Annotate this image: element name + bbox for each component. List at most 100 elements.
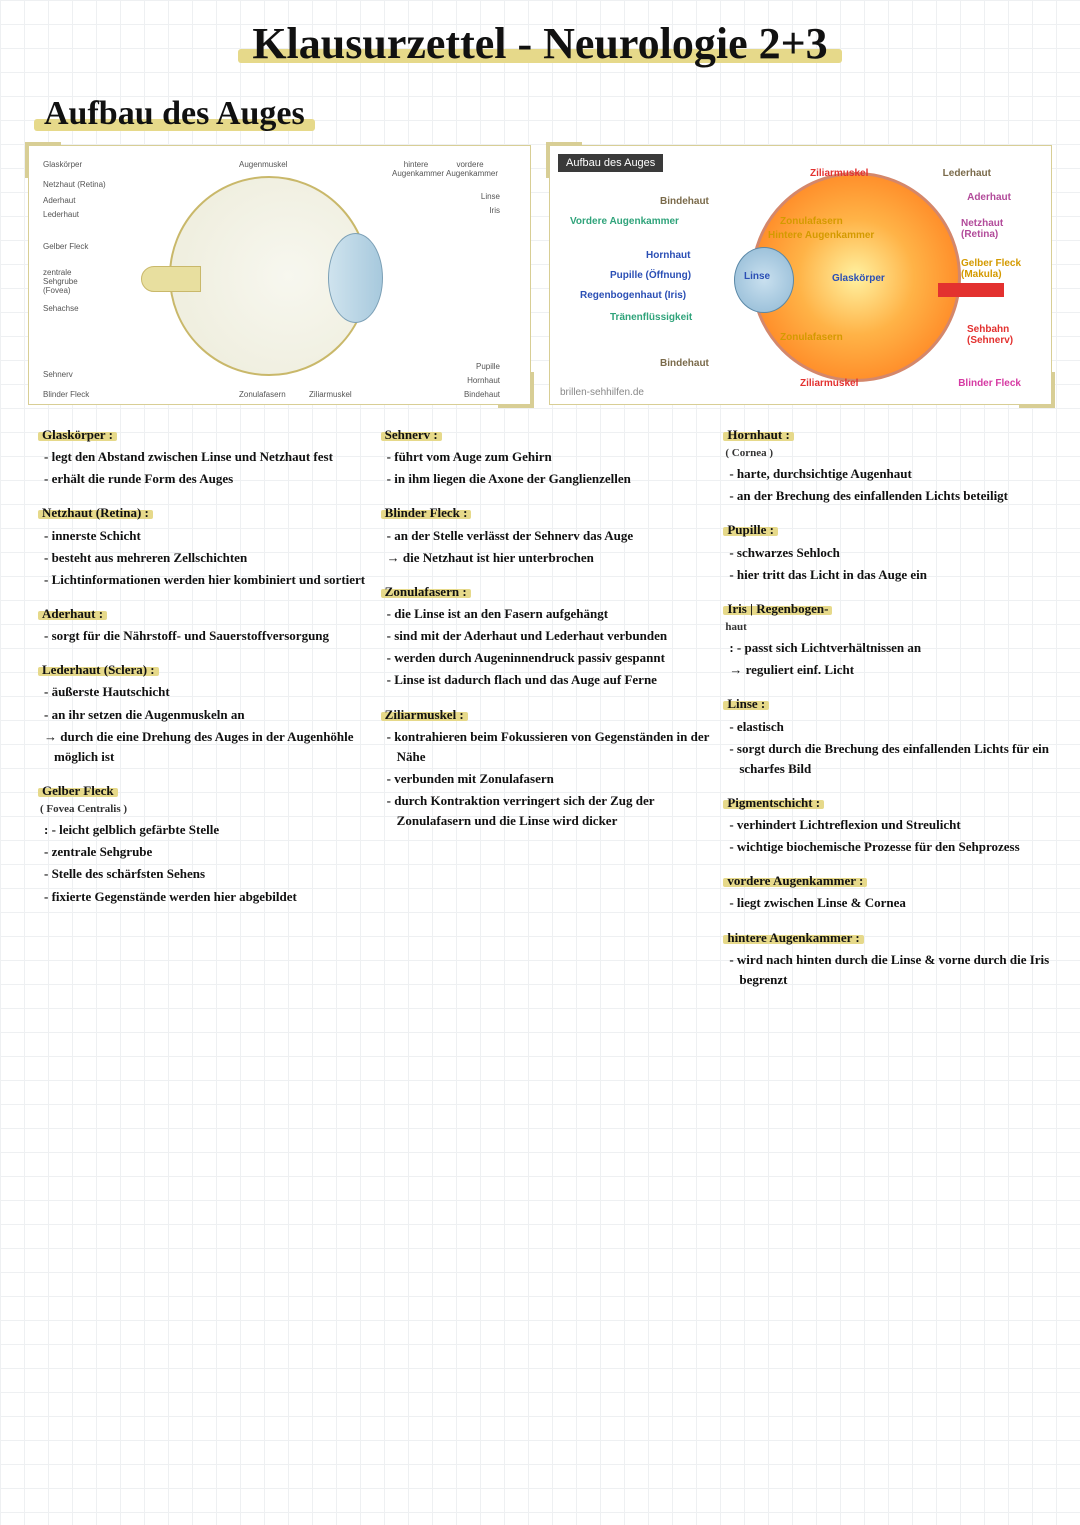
note-entry: vordere Augenkammer : - liegt zwischen Li… (725, 871, 1058, 913)
note-line: - elastisch (725, 717, 1058, 737)
label-iris: Iris (489, 206, 500, 215)
note-line: - sorgt für die Nährstoff- und Sauerstof… (40, 626, 373, 646)
note-line: - innerste Schicht (40, 526, 373, 546)
label-r-linse: Linse (744, 271, 770, 282)
label-r-glaskoerper: Glaskörper (832, 273, 885, 284)
note-line: - kontrahieren beim Fokussieren von Gege… (383, 727, 716, 767)
note-line: → die Netzhaut ist hier unterbrochen (383, 548, 716, 568)
label-r-hintere-kammer: Hintere Augenkammer (768, 230, 874, 241)
note-line: - an ihr setzen die Augenmuskeln an (40, 705, 373, 725)
note-entry: Ziliarmuskel : - kontrahieren beim Fokuss… (383, 705, 716, 832)
notes-grid: Glaskörper :- legt den Abstand zwischen … (0, 411, 1080, 1004)
note-term: Pigmentschicht : (725, 795, 822, 810)
label-r-vordere-kammer: Vordere Augenkammer (570, 216, 679, 227)
note-line: - äußerste Hautschicht (40, 682, 373, 702)
note-term-sub: ( Fovea Centralis ) (40, 801, 373, 818)
note-term: Hornhaut : (725, 427, 791, 442)
note-line: - Stelle des schärfsten Sehens (40, 864, 373, 884)
note-line: - legt den Abstand zwischen Linse und Ne… (40, 447, 373, 467)
note-entry: Pupille : - schwarzes Sehloch- hier tritt… (725, 520, 1058, 584)
notes-col-1: Glaskörper :- legt den Abstand zwischen … (40, 425, 373, 1004)
note-line: → reguliert einf. Licht (725, 660, 1058, 680)
label-ziliarmuskel: Ziliarmuskel (309, 390, 352, 399)
diagram-right-header: Aufbau des Auges (558, 154, 663, 172)
label-augenmuskel: Augenmuskel (239, 160, 287, 169)
label-r-bindehaut-b: Bindehaut (660, 358, 709, 369)
label-sehnerv: Sehnerv (43, 370, 73, 379)
eye-globe-color-icon: Linse Glaskörper (751, 172, 961, 382)
note-entry: Netzhaut (Retina) : - innerste Schicht- b… (40, 503, 373, 590)
note-term-sub: haut (725, 619, 1058, 636)
note-line: : - leicht gelblich gefärbte Stelle (40, 820, 373, 840)
note-line: - wird nach hinten durch die Linse & vor… (725, 950, 1058, 990)
lens-icon (328, 233, 383, 323)
eye-globe-icon (169, 176, 369, 376)
note-line: → durch die eine Drehung des Auges in de… (40, 727, 373, 767)
note-entry: Lederhaut (Sclera) : - äußerste Hautschic… (40, 660, 373, 767)
optic-nerve-icon (141, 266, 201, 292)
label-netzhaut: Netzhaut (Retina) (43, 180, 106, 189)
note-term: Sehnerv : (383, 427, 440, 442)
label-aderhaut: Aderhaut (43, 196, 75, 205)
label-zonulafasern: Zonulafasern (239, 390, 286, 399)
note-term: hintere Augenkammer : (725, 930, 861, 945)
label-r-iris: Regenbogenhaut (Iris) (580, 290, 686, 301)
note-line: - besteht aus mehreren Zellschichten (40, 548, 373, 568)
eye-diagram-right: Aufbau des Auges Linse Glaskörper Ziliar… (549, 145, 1052, 405)
note-term: Aderhaut : (40, 606, 105, 621)
label-r-zonulafasern-b: Zonulafasern (780, 332, 843, 343)
note-term: Pupille : (725, 522, 776, 537)
note-line: - schwarzes Sehloch (725, 543, 1058, 563)
notes-col-3: Hornhaut :( Cornea )- harte, durchsichti… (725, 425, 1058, 1004)
note-term: Netzhaut (Retina) : (40, 505, 151, 520)
note-entry: Pigmentschicht :- verhindert Lichtreflex… (725, 793, 1058, 857)
label-r-blinder-fleck: Blinder Fleck (958, 378, 1021, 389)
label-zentrale: zentrale Sehgrube (Fovea) (43, 268, 103, 295)
note-line: - an der Stelle verlässt der Sehnerv das… (383, 526, 716, 546)
diagram-row: Glaskörper Netzhaut (Retina) Aderhaut Le… (0, 137, 1080, 411)
notes-col-2: Sehnerv :- führt vom Auge zum Gehirn- in… (383, 425, 716, 1004)
label-glaskoerper: Glaskörper (43, 160, 82, 169)
note-term-sub: ( Cornea ) (725, 445, 1058, 462)
label-r-gelber-fleck: Gelber Fleck (Makula) (961, 258, 1041, 280)
label-r-traenen: Tränenflüssigkeit (610, 312, 692, 323)
label-r-netzhaut: Netzhaut (Retina) (961, 218, 1031, 240)
note-entry: Hornhaut :( Cornea )- harte, durchsichti… (725, 425, 1058, 506)
note-line: - Lichtinformationen werden hier kombini… (40, 570, 373, 590)
eye-diagram-left: Glaskörper Netzhaut (Retina) Aderhaut Le… (28, 145, 531, 405)
label-r-pupille: Pupille (Öffnung) (610, 270, 691, 281)
note-entry: hintere Augenkammer : - wird nach hinten … (725, 928, 1058, 990)
label-r-ziliarmuskel-t: Ziliarmuskel (810, 168, 868, 179)
note-term: Ziliarmuskel : (383, 707, 466, 722)
note-entry: Linse :- elastisch- sorgt durch die Brec… (725, 694, 1058, 779)
label-r-sehbahn: Sehbahn (Sehnerv) (967, 324, 1037, 346)
note-line: - liegt zwischen Linse & Cornea (725, 893, 1058, 913)
note-line: - die Linse ist an den Fasern aufgehängt (383, 604, 716, 624)
note-line: - zentrale Sehgrube (40, 842, 373, 862)
note-entry: Gelber Fleck( Fovea Centralis ): - leich… (40, 781, 373, 907)
note-line: - hier tritt das Licht in das Auge ein (725, 565, 1058, 585)
label-pupille: Pupille (476, 362, 500, 371)
note-line: - fixierte Gegenstände werden hier abgeb… (40, 887, 373, 907)
label-hornhaut: Hornhaut (467, 376, 500, 385)
section-heading: Aufbau des Auges (38, 95, 311, 133)
label-gelber-fleck: Gelber Fleck (43, 242, 88, 251)
note-entry: Iris | Regenbogen-haut: - passt sich Lic… (725, 599, 1058, 680)
label-r-ziliarmuskel-b: Ziliarmuskel (800, 378, 858, 389)
note-entry: Aderhaut : - sorgt für die Nährstoff- und… (40, 604, 373, 646)
note-term: vordere Augenkammer : (725, 873, 865, 888)
note-term: Lederhaut (Sclera) : (40, 662, 157, 677)
label-r-zonulafasern-t: Zonulafasern (780, 216, 843, 227)
note-line: - verbunden mit Zonulafasern (383, 769, 716, 789)
note-line: - führt vom Auge zum Gehirn (383, 447, 716, 467)
label-hintere-kammer: hintere Augenkammer (392, 160, 440, 178)
note-term: Blinder Fleck : (383, 505, 470, 520)
note-term: Zonulafasern : (383, 584, 469, 599)
note-line: - wichtige biochemische Prozesse für den… (725, 837, 1058, 857)
note-line: - durch Kontraktion verringert sich der … (383, 791, 716, 831)
page-title: Klausurzettel - Neurologie 2+3 (244, 18, 835, 69)
note-entry: Sehnerv :- führt vom Auge zum Gehirn- in… (383, 425, 716, 489)
label-r-bindehaut-t: Bindehaut (660, 196, 709, 207)
diagram-right-source: brillen-sehhilfen.de (560, 387, 644, 398)
optic-nerve-color-icon (938, 283, 1004, 297)
